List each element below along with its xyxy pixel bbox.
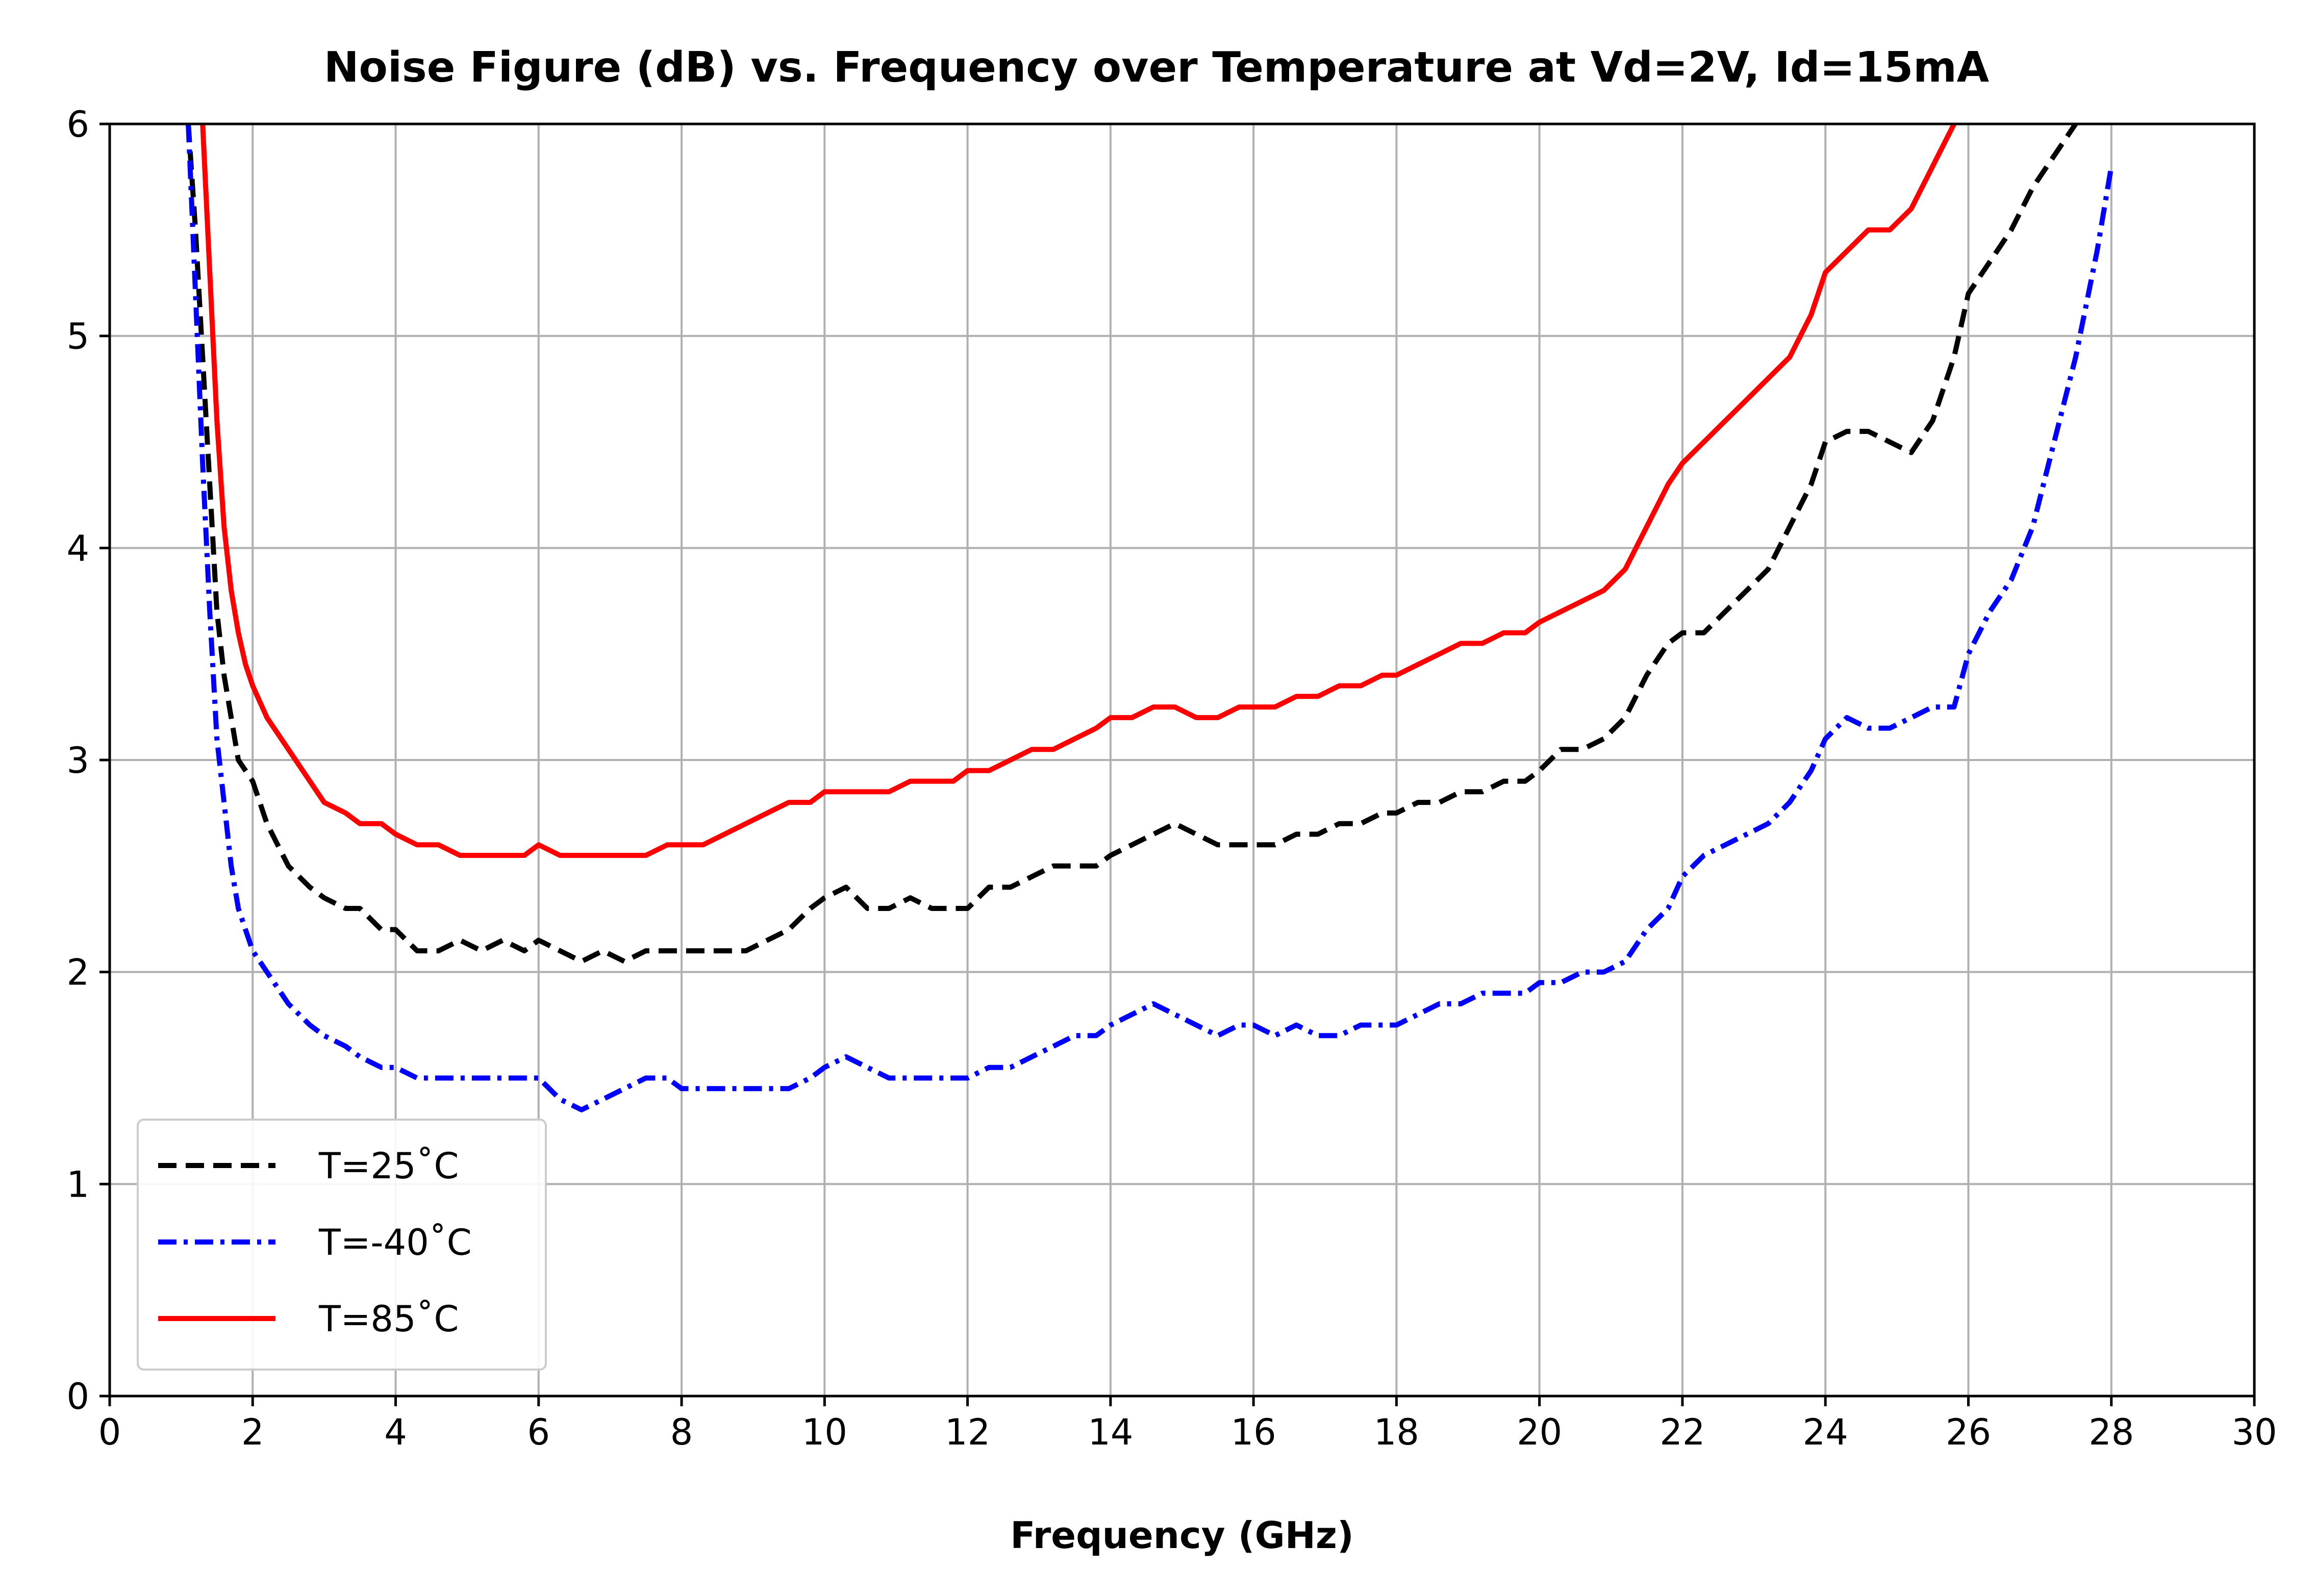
y-tick-label: 2 [66,952,89,994]
x-tick-label: 26 [1946,1411,1991,1453]
y-tick-label: 6 [66,104,89,145]
x-tick-label: 2 [241,1411,264,1453]
x-tick-label: 14 [1088,1411,1133,1453]
legend-label-2: T=85˚C [318,1298,459,1340]
x-tick-label: 18 [1374,1411,1419,1453]
x-tick-label: 10 [802,1411,847,1453]
y-axis-ticks: 0 1 2 3 4 5 6 [66,104,110,1417]
x-tick-label: 8 [670,1411,693,1453]
y-tick-label: 4 [66,527,89,569]
x-tick-label: 30 [2231,1411,2277,1453]
plot-series [186,124,2114,1112]
y-tick-label: 1 [66,1163,89,1205]
legend-label-0: T=25˚C [318,1145,459,1187]
series-line-1 [186,124,2114,1112]
y-tick-label: 3 [66,740,89,781]
legend-label-1: T=-40˚C [318,1222,472,1263]
x-axis-ticks: 0 2 4 6 8 10 12 14 16 18 20 22 24 26 28 30 [98,1396,2277,1453]
y-tick-label: 0 [66,1376,89,1417]
series-line-2 [200,124,1956,858]
legend-box [137,1119,547,1371]
y-tick-label: 5 [66,316,89,358]
plot-grid [109,123,2255,1397]
series-line-0 [186,124,2078,964]
x-tick-label: 16 [1231,1411,1276,1453]
x-tick-label: 22 [1660,1411,1705,1453]
x-axis-label: Frequency (GHz) [1010,1514,1354,1557]
x-tick-label: 12 [945,1411,990,1453]
chart-title: Noise Figure (dB) vs. Frequency over Tem… [324,43,1990,92]
x-tick-label: 0 [98,1411,121,1453]
x-tick-label: 28 [2089,1411,2134,1453]
x-tick-label: 4 [384,1411,407,1453]
x-tick-label: 24 [1803,1411,1848,1453]
x-tick-label: 20 [1517,1411,1562,1453]
x-tick-label: 6 [527,1411,550,1453]
legend: T=25˚C T=-40˚C T=85˚C [137,1119,547,1371]
